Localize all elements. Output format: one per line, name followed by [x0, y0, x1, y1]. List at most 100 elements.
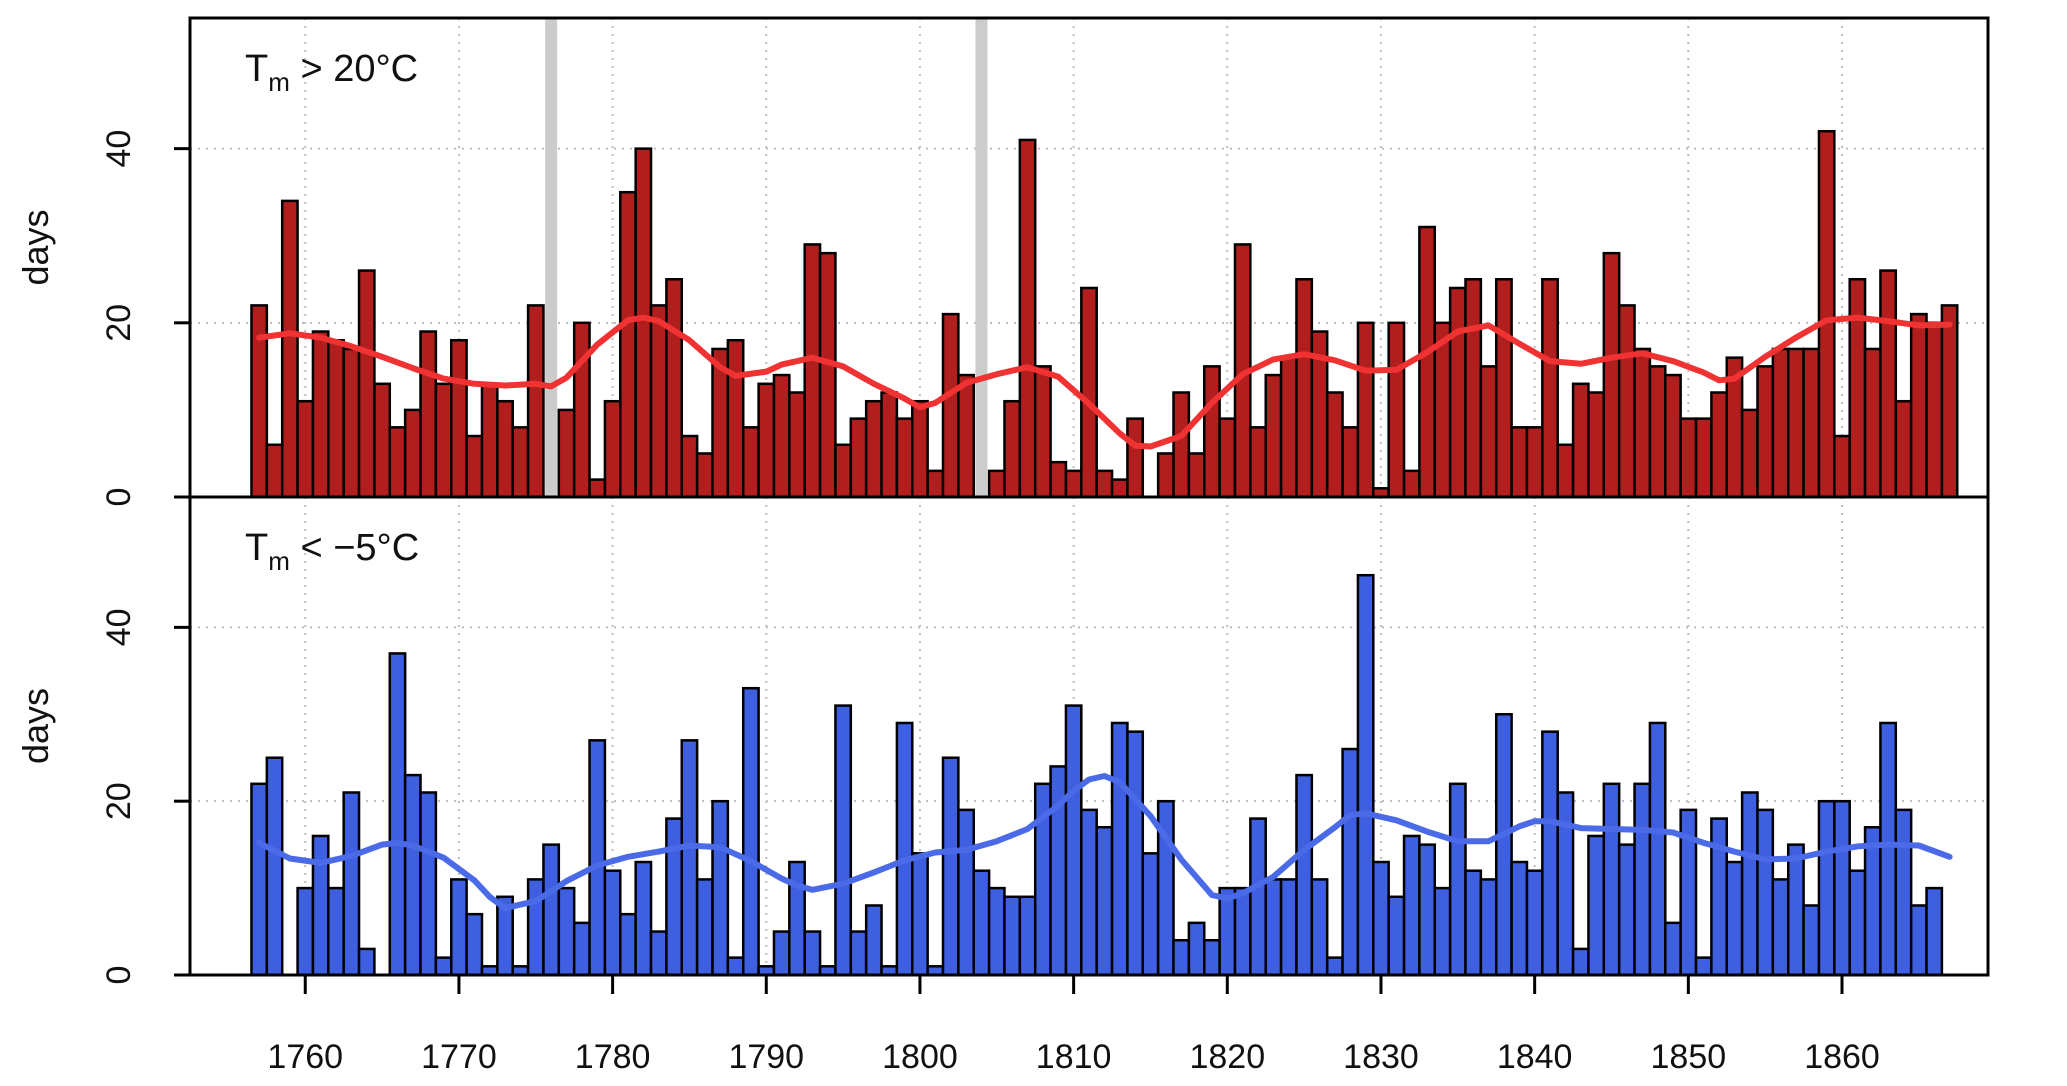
bar-1798 — [880, 391, 899, 499]
bar-1783 — [649, 304, 668, 499]
bar-1767 — [403, 773, 422, 977]
bar-1849 — [1664, 373, 1682, 499]
bar-1808 — [1033, 365, 1052, 499]
bar-1847 — [1633, 782, 1652, 977]
bar-1797 — [864, 399, 883, 499]
bar-1810 — [1064, 704, 1083, 977]
bar-1760 — [296, 399, 315, 499]
bar-1831 — [1387, 895, 1406, 977]
missing-year-marker — [545, 18, 558, 497]
bar-1842 — [1556, 443, 1575, 499]
bar-1791 — [772, 930, 791, 977]
bar-1857 — [1786, 347, 1805, 499]
bar-1782 — [634, 147, 653, 499]
bar-1829 — [1356, 321, 1375, 499]
bar-1836 — [1464, 869, 1483, 977]
bar-1860 — [1833, 434, 1851, 499]
bar-1842 — [1556, 791, 1575, 977]
bar-1840 — [1525, 426, 1544, 499]
bar-1766 — [388, 426, 407, 499]
bar-1846 — [1617, 304, 1636, 499]
bar-1867 — [1940, 304, 1959, 499]
panel-hot-days: 0 20 40 days Tm > 20°C — [15, 16, 1990, 507]
bar-1761 — [311, 330, 330, 499]
bar-1825 — [1295, 773, 1314, 977]
bar-1770 — [449, 338, 468, 499]
bar-1848 — [1648, 365, 1667, 499]
bar-1822 — [1249, 817, 1267, 977]
bar-1769 — [434, 382, 453, 499]
bar-1763 — [342, 791, 361, 977]
bar-1857 — [1786, 843, 1805, 977]
bar-1859 — [1817, 129, 1836, 499]
bar-1786 — [695, 878, 714, 977]
missing-year-marker — [975, 18, 988, 497]
y-tick-label: 20 — [100, 782, 138, 820]
y-tick-label: 0 — [100, 966, 138, 985]
bar-1834 — [1433, 886, 1452, 977]
bar-1763 — [342, 347, 361, 499]
bar-1861 — [1848, 278, 1867, 499]
bar-1803 — [957, 808, 975, 977]
bar-1809 — [1049, 460, 1068, 499]
bar-1793 — [803, 930, 822, 977]
bar-1807 — [1018, 138, 1037, 499]
bar-1864 — [1894, 399, 1913, 499]
bar-1758 — [265, 443, 284, 499]
bar-1856 — [1771, 878, 1790, 977]
bar-1832 — [1402, 469, 1421, 499]
bar-1794 — [818, 251, 837, 499]
bar-1825 — [1295, 278, 1314, 499]
bar-1789 — [741, 426, 760, 499]
y-tick-label: 40 — [100, 608, 138, 646]
bar-1837 — [1479, 878, 1498, 977]
bar-1797 — [864, 904, 883, 977]
bar-1806 — [1003, 399, 1022, 499]
bar-1824 — [1279, 878, 1298, 977]
bar-1772 — [480, 382, 499, 499]
bar-1824 — [1279, 356, 1298, 499]
y-axis-label: days — [15, 209, 56, 285]
bar-1811 — [1080, 808, 1098, 977]
bar-1815 — [1141, 852, 1160, 977]
bar-1865 — [1909, 904, 1928, 977]
y-tick-label: 0 — [100, 488, 138, 507]
bar-1759 — [280, 199, 299, 499]
bar-1831 — [1387, 321, 1406, 499]
bar-1829 — [1356, 573, 1375, 977]
bar-1801 — [926, 469, 945, 499]
bar-1787 — [711, 799, 730, 977]
bar-1761 — [311, 834, 330, 977]
x-tick-label: 1820 — [1189, 1038, 1265, 1076]
bar-1823 — [1264, 373, 1283, 499]
bar-1768 — [419, 330, 438, 499]
bar-1827 — [1325, 391, 1344, 499]
bar-1762 — [327, 338, 345, 499]
bar-1779 — [588, 739, 607, 977]
bar-1780 — [603, 399, 622, 499]
bar-1800 — [911, 399, 929, 499]
x-tick-label: 1760 — [267, 1038, 343, 1076]
bar-1788 — [726, 338, 745, 499]
bar-1844 — [1587, 834, 1606, 977]
bar-1862 — [1863, 347, 1882, 499]
bar-1807 — [1018, 895, 1037, 977]
bar-1833 — [1418, 843, 1437, 977]
bar-1865 — [1909, 312, 1928, 499]
bar-1849 — [1664, 921, 1682, 977]
bar-1851 — [1694, 956, 1713, 977]
bar-1811 — [1080, 286, 1098, 499]
bar-1858 — [1802, 904, 1821, 977]
bar-1785 — [680, 739, 699, 977]
bar-1795 — [834, 443, 853, 499]
bar-1853 — [1725, 860, 1744, 977]
bar-1778 — [572, 321, 591, 499]
bar-1805 — [987, 469, 1006, 499]
bar-1793 — [803, 243, 822, 499]
bar-1835 — [1448, 782, 1467, 977]
bar-1773 — [496, 399, 514, 499]
panel-cold-days: 0 20 40 days Tm < −5°C — [15, 495, 1990, 985]
bar-1863 — [1879, 721, 1898, 977]
x-tick-label: 1840 — [1497, 1038, 1573, 1076]
bar-1778 — [572, 921, 591, 977]
